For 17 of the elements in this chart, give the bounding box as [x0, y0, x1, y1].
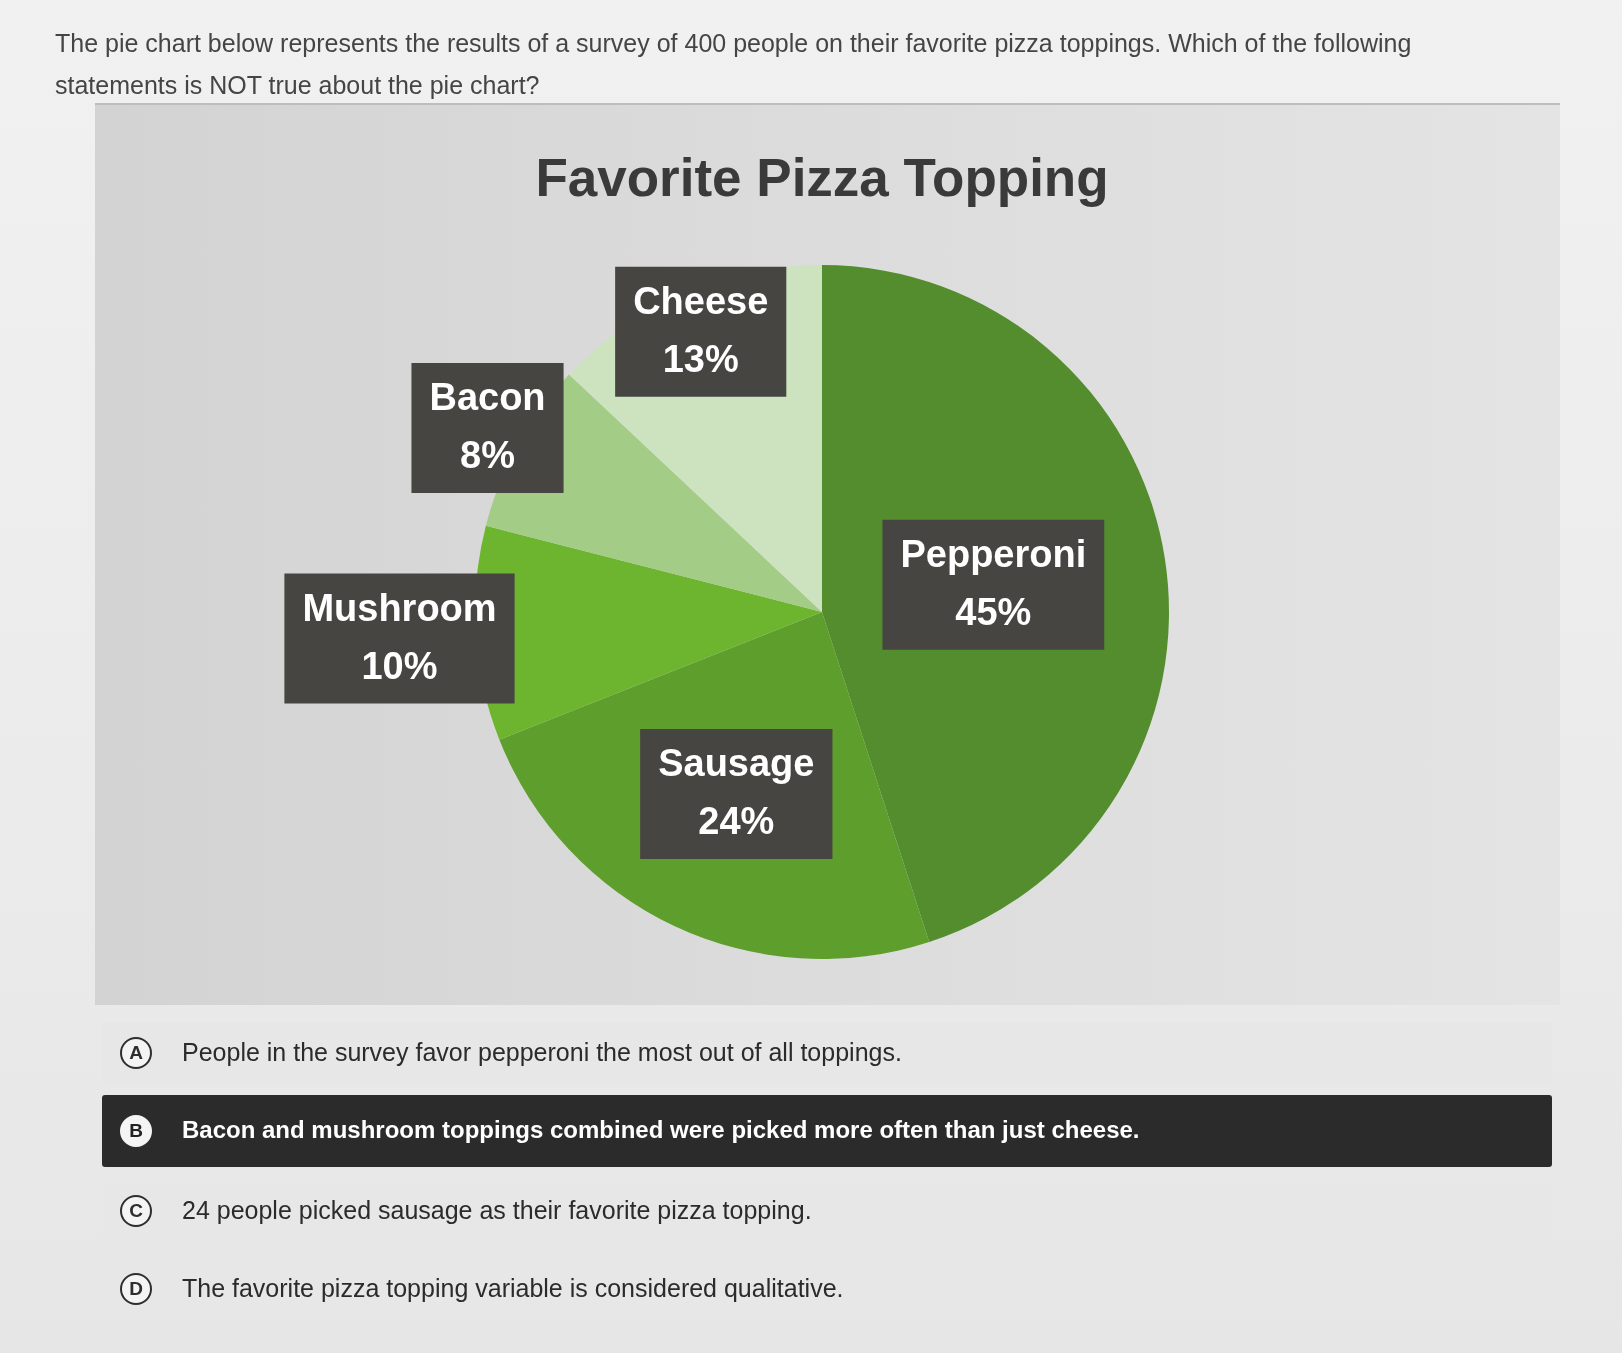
data-label: 24%	[698, 800, 775, 843]
letter-circle: B	[120, 1115, 152, 1147]
slice-label: Pepperoni	[900, 532, 1087, 575]
data-label: 10%	[361, 644, 438, 687]
slice-label: Bacon	[429, 376, 546, 419]
data-label: 8%	[460, 434, 515, 477]
letter-circle: C	[120, 1195, 152, 1227]
slice-label: Cheese	[633, 279, 769, 322]
chart-title: Favorite Pizza Topping	[535, 148, 1109, 207]
letter-circle: D	[120, 1273, 152, 1305]
text: The pie chart below represents the results of a survey of 400 people on their favorite pizza toppings. Which of the following statements is NOT true about the pie chart?	[55, 28, 1413, 101]
slice-label: Mushroom	[302, 586, 497, 629]
data-label: 13%	[662, 337, 739, 380]
data-label: 45%	[955, 590, 1032, 633]
letter-circle: A	[120, 1037, 152, 1069]
highlighted-answer-box: B Bacon and mushroom toppings combined were picked more often than just cheese.	[102, 1095, 1552, 1167]
slice-label: Sausage	[658, 742, 815, 785]
